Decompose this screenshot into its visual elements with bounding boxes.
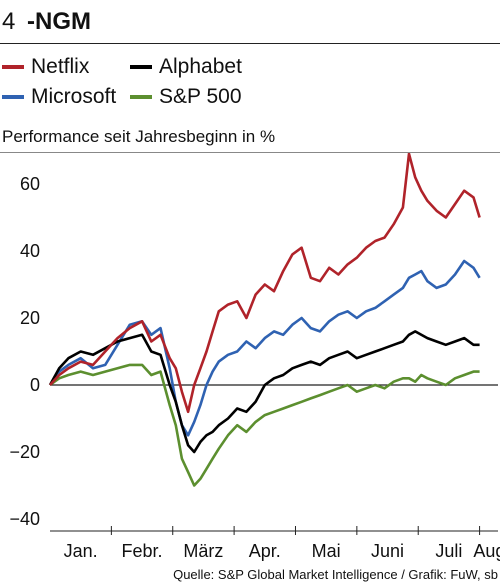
line-chart: 60 40 20 0 −20 −40 Jan. Febr. März Apr. Mai Juni Jul…: [9, 153, 500, 561]
legend-label-sp500: S&P 500: [159, 85, 242, 108]
legend-label-netflix: Netflix: [31, 55, 90, 78]
x-tick-label: März: [183, 541, 223, 561]
y-tick-label: −40: [9, 509, 40, 529]
x-tick-label: Aug.: [473, 541, 500, 561]
legend-swatch-sp500: [130, 95, 152, 99]
series-line-alphabet: [48, 330, 480, 454]
y-tick-label: 0: [30, 375, 40, 395]
series-line-netflix: [49, 153, 481, 414]
legend-item-microsoft: Microsoft: [2, 85, 117, 108]
y-tick-label: 20: [20, 308, 40, 328]
y-tick-label: −20: [9, 442, 40, 462]
series-line-sp500: [49, 363, 480, 487]
series-line-microsoft: [48, 259, 481, 437]
legend-label-microsoft: Microsoft: [31, 85, 117, 108]
legend-item-sp500: S&P 500: [130, 85, 242, 108]
x-tick-label: Juli: [435, 541, 462, 561]
legend-swatch-alphabet: [130, 65, 152, 69]
x-tick-label: Apr.: [249, 541, 281, 561]
y-tick-label: 40: [20, 241, 40, 261]
legend-item-alphabet: Alphabet: [130, 55, 242, 78]
x-tick-label: Mai: [312, 541, 341, 561]
x-tick-label: Febr.: [122, 541, 163, 561]
x-tick-label: Juni: [371, 541, 404, 561]
legend-item-netflix: Netflix: [2, 55, 90, 78]
x-tick-label: Jan.: [64, 541, 98, 561]
chart-subtitle: Performance seit Jahresbeginn in %: [2, 127, 276, 146]
chart-number: 4: [2, 8, 16, 35]
legend-label-alphabet: Alphabet: [159, 55, 242, 78]
legend-swatch-netflix: [2, 65, 24, 69]
header-divider: [0, 43, 500, 44]
y-tick-label: 60: [20, 174, 40, 194]
chart-header: 4 -NGM: [0, 0, 500, 44]
chart-title: -NGM: [27, 8, 91, 35]
source-note: Quelle: S&P Global Market Intelligence /…: [173, 567, 498, 582]
legend-swatch-microsoft: [2, 95, 24, 99]
subtitle-divider: [0, 152, 500, 153]
